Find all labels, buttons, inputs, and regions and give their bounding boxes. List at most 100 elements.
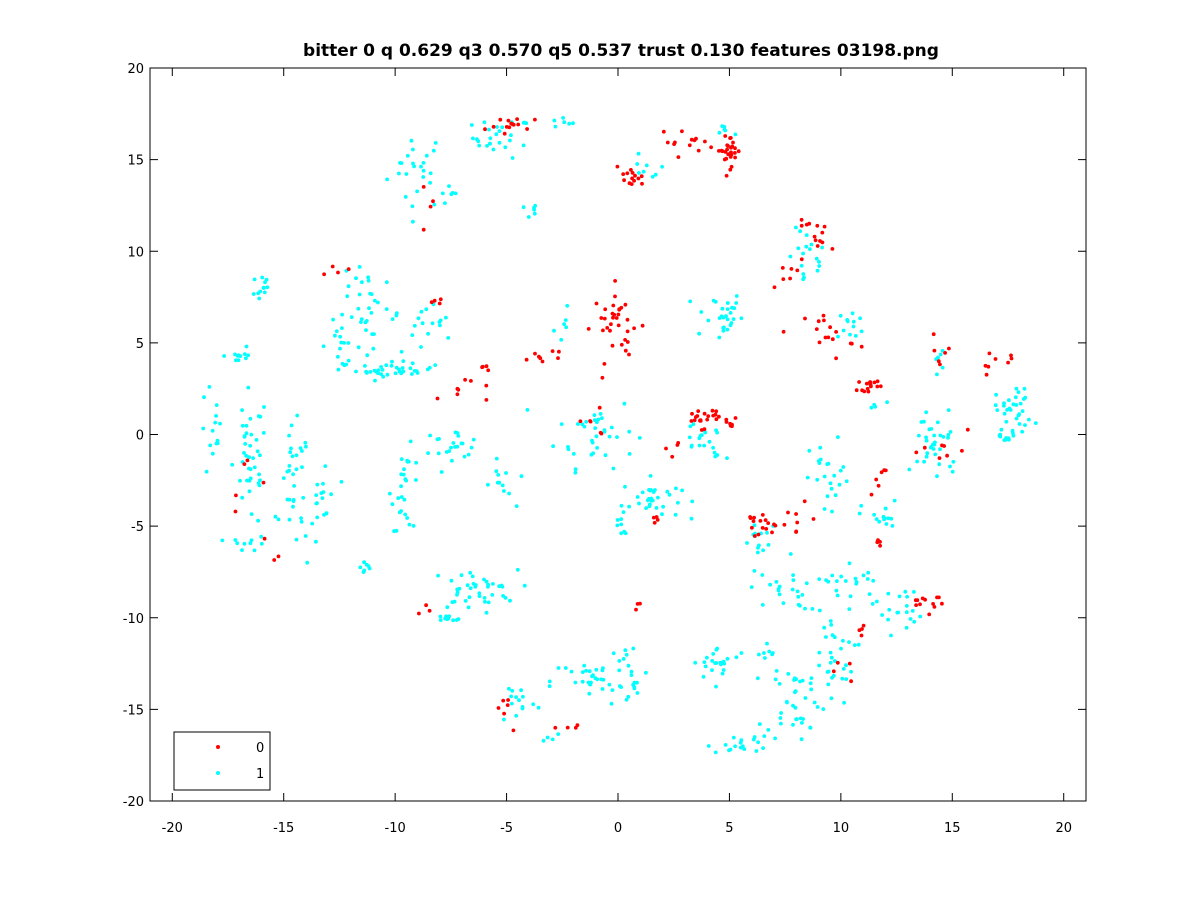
data-point-series-1 [800, 593, 805, 597]
data-point-series-0 [553, 725, 558, 730]
data-point-series-1 [848, 594, 853, 599]
data-point-series-1 [519, 688, 523, 693]
data-point-series-1 [915, 459, 919, 464]
data-point-series-1 [721, 315, 726, 320]
data-point-series-0 [435, 396, 440, 401]
data-point-series-1 [725, 301, 730, 305]
data-point-series-1 [804, 581, 809, 586]
data-point-series-1 [281, 476, 286, 480]
data-point-series-0 [600, 375, 605, 380]
data-point-series-1 [722, 127, 727, 132]
data-point-series-0 [557, 349, 561, 354]
data-point-series-1 [260, 275, 265, 280]
data-point-series-0 [720, 149, 725, 154]
data-point-series-1 [300, 465, 304, 469]
data-point-series-0 [724, 173, 729, 178]
data-point-series-1 [483, 599, 487, 604]
data-point-series-1 [379, 372, 383, 376]
data-point-series-0 [733, 151, 737, 155]
data-point-series-1 [815, 268, 820, 273]
data-point-series-1 [1020, 429, 1025, 434]
data-point-series-0 [602, 362, 607, 366]
data-point-series-1 [248, 476, 253, 481]
data-point-series-0 [322, 272, 326, 277]
data-point-series-1 [766, 728, 771, 732]
data-point-series-1 [573, 680, 578, 685]
data-point-series-1 [299, 519, 304, 524]
data-point-series-1 [494, 469, 499, 474]
data-point-series-1 [436, 451, 441, 456]
data-point-series-1 [261, 431, 266, 435]
data-point-series-1 [446, 616, 451, 621]
data-point-series-1 [569, 669, 574, 674]
data-point-series-1 [450, 458, 454, 463]
data-point-series-1 [508, 138, 512, 143]
data-point-series-1 [573, 470, 578, 475]
data-point-series-0 [515, 117, 519, 121]
data-point-series-1 [244, 344, 249, 349]
data-point-series-1 [702, 443, 707, 448]
data-point-series-1 [300, 449, 304, 453]
data-point-series-0 [655, 518, 660, 522]
data-point-series-1 [399, 509, 403, 513]
data-point-series-1 [809, 687, 814, 692]
data-point-series-1 [637, 501, 641, 506]
y-tick-label: 0 [136, 429, 144, 444]
data-point-series-0 [940, 601, 944, 606]
data-point-series-1 [852, 643, 857, 647]
data-point-series-1 [820, 245, 824, 250]
data-point-series-1 [623, 648, 628, 653]
data-point-series-1 [390, 502, 395, 507]
data-point-series-1 [874, 517, 879, 521]
data-point-series-1 [594, 667, 599, 672]
data-point-series-1 [732, 306, 737, 311]
data-point-series-1 [1002, 411, 1007, 416]
data-point-series-1 [841, 667, 846, 671]
data-point-series-1 [1016, 390, 1021, 395]
data-point-series-1 [412, 164, 416, 169]
data-point-series-1 [702, 660, 707, 664]
data-point-series-1 [444, 315, 448, 320]
data-point-series-1 [689, 444, 694, 449]
data-point-series-1 [648, 474, 653, 478]
data-point-series-1 [580, 679, 585, 684]
data-point-series-1 [755, 550, 760, 555]
data-point-series-1 [627, 452, 632, 456]
data-point-series-1 [875, 599, 879, 604]
data-point-series-0 [756, 532, 761, 537]
data-point-series-1 [799, 737, 804, 742]
data-point-series-1 [522, 120, 527, 125]
data-point-series-0 [639, 174, 644, 179]
data-point-series-1 [804, 244, 809, 249]
data-point-series-1 [488, 136, 493, 141]
data-point-series-1 [777, 592, 782, 597]
data-point-series-1 [507, 491, 511, 496]
data-point-series-0 [938, 362, 942, 367]
data-point-series-0 [869, 492, 874, 497]
data-point-series-1 [800, 678, 805, 683]
data-point-series-1 [467, 595, 472, 600]
data-point-series-1 [273, 514, 278, 519]
data-point-series-0 [799, 223, 804, 228]
data-point-series-1 [882, 516, 887, 521]
data-point-series-1 [376, 368, 381, 373]
data-point-series-1 [411, 219, 415, 224]
data-point-series-1 [607, 434, 612, 439]
data-point-series-0 [346, 267, 351, 271]
data-point-series-1 [856, 642, 861, 647]
data-point-series-1 [421, 168, 426, 173]
data-point-series-0 [623, 302, 628, 307]
data-point-series-1 [931, 442, 935, 447]
data-point-series-1 [247, 466, 251, 471]
data-point-series-1 [935, 420, 940, 425]
data-point-series-0 [859, 344, 864, 349]
data-point-series-1 [257, 472, 261, 477]
data-point-series-1 [809, 242, 814, 247]
data-point-series-1 [410, 372, 414, 376]
data-point-series-1 [372, 332, 376, 336]
y-tick-label: 10 [127, 245, 144, 260]
data-point-series-1 [600, 687, 605, 691]
data-point-series-1 [430, 321, 435, 326]
data-point-series-1 [439, 470, 444, 474]
data-point-series-1 [410, 361, 415, 366]
